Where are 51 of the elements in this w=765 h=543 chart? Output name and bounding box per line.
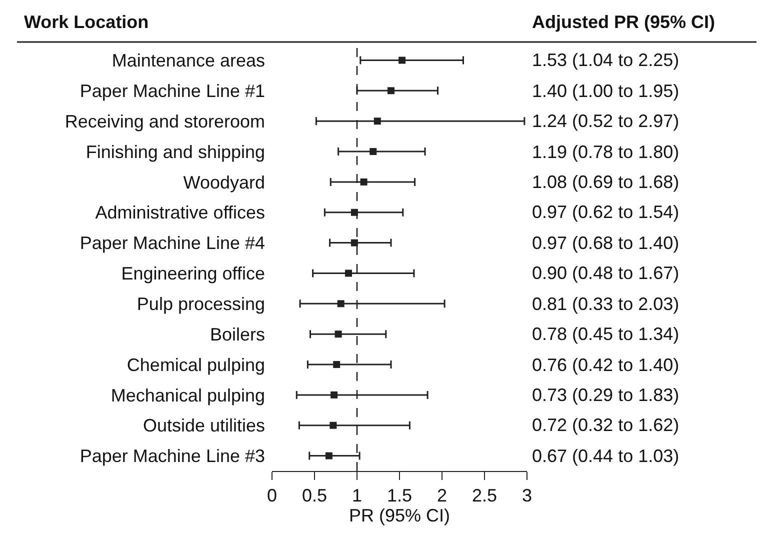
x-tick-label: 1: [352, 486, 362, 506]
data-label: 1.53 (1.04 to 2.25): [532, 50, 680, 70]
point: [388, 87, 394, 94]
point: [325, 452, 332, 460]
data-label: 0.97 (0.68 to 1.40): [532, 233, 680, 253]
x-tick-label: 0.5: [302, 486, 328, 506]
point: [330, 391, 338, 398]
data-label: 0.67 (0.44 to 1.03): [532, 446, 680, 466]
data-label: 0.73 (0.29 to 1.83): [532, 385, 680, 405]
y-tick-label: Engineering office: [121, 264, 265, 284]
y-tick-label: Chemical pulping: [126, 354, 265, 375]
point: [374, 118, 381, 125]
y-tick-label: Paper Machine Line #3: [80, 446, 265, 466]
y-tick-label: Administrative offices: [95, 202, 265, 223]
x-tick-label: 0: [266, 486, 278, 506]
y-tick-label: Paper Machine Line #1: [80, 80, 265, 101]
point: [360, 178, 368, 186]
data-label: 0.78 (0.45 to 1.34): [532, 324, 680, 344]
point: [334, 330, 342, 338]
y-tick-label: Receiving and storeroom: [64, 111, 265, 132]
text: Adjusted PR (95% CI): [532, 12, 716, 32]
point: [330, 422, 337, 429]
y-tick-label: Pulp processing: [136, 294, 265, 314]
y-tick-label: Mechanical pulping: [110, 385, 265, 406]
x-tick-label: 3: [522, 486, 532, 506]
x-tick-label: 2: [436, 486, 448, 506]
data-label: 1.24 (0.52 to 2.97): [532, 111, 680, 131]
data-label: 0.76 (0.42 to 1.40): [532, 355, 680, 375]
point: [345, 270, 352, 277]
data-label: 1.19 (0.78 to 1.80): [532, 142, 680, 162]
y-tick-label: Outside utilities: [142, 416, 265, 436]
point: [333, 361, 340, 368]
data-label: 0.72 (0.32 to 1.62): [532, 415, 680, 435]
x-axis-title: PR (95% CI): [348, 506, 450, 526]
y-tick-label: Paper Machine Line #4: [80, 233, 265, 254]
point: [398, 56, 406, 64]
y-tick-label: Woodyard: [183, 172, 265, 192]
data-label: 0.90 (0.48 to 1.67): [532, 263, 680, 283]
y-axis-title: Work Location: [24, 12, 149, 32]
data-label: 1.08 (0.69 to 1.68): [532, 172, 680, 192]
x-tick-label: 2.5: [472, 486, 498, 506]
y-tick-label: Boilers: [210, 324, 265, 344]
y-tick-label: Maintenance areas: [112, 50, 265, 71]
point: [370, 148, 377, 156]
data-label: 0.97 (0.62 to 1.54): [532, 202, 680, 222]
data-label: 0.81 (0.33 to 2.03): [532, 294, 680, 314]
data-label: 1.40 (1.00 to 1.95): [532, 81, 680, 101]
point: [350, 239, 358, 246]
point: [337, 300, 344, 308]
x-tick-label: 1.5: [386, 486, 412, 506]
y-tick-label: Finishing and shipping: [86, 142, 265, 162]
